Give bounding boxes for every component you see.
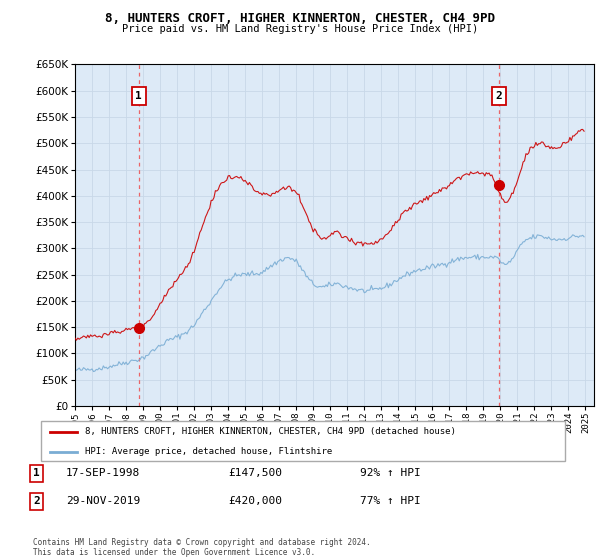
Text: 29-NOV-2019: 29-NOV-2019 xyxy=(66,496,140,506)
Text: 17-SEP-1998: 17-SEP-1998 xyxy=(66,468,140,478)
Text: £147,500: £147,500 xyxy=(228,468,282,478)
Text: 1: 1 xyxy=(136,91,142,101)
Text: HPI: Average price, detached house, Flintshire: HPI: Average price, detached house, Flin… xyxy=(85,447,332,456)
FancyBboxPatch shape xyxy=(41,421,565,461)
Text: 77% ↑ HPI: 77% ↑ HPI xyxy=(360,496,421,506)
Text: Contains HM Land Registry data © Crown copyright and database right 2024.
This d: Contains HM Land Registry data © Crown c… xyxy=(33,538,371,557)
Text: £420,000: £420,000 xyxy=(228,496,282,506)
Text: 8, HUNTERS CROFT, HIGHER KINNERTON, CHESTER, CH4 9PD (detached house): 8, HUNTERS CROFT, HIGHER KINNERTON, CHES… xyxy=(85,427,455,436)
Text: 1: 1 xyxy=(33,468,40,478)
Text: 2: 2 xyxy=(496,91,502,101)
Text: 8, HUNTERS CROFT, HIGHER KINNERTON, CHESTER, CH4 9PD: 8, HUNTERS CROFT, HIGHER KINNERTON, CHES… xyxy=(105,12,495,25)
Text: 2: 2 xyxy=(33,496,40,506)
Text: 92% ↑ HPI: 92% ↑ HPI xyxy=(360,468,421,478)
Text: Price paid vs. HM Land Registry's House Price Index (HPI): Price paid vs. HM Land Registry's House … xyxy=(122,24,478,34)
